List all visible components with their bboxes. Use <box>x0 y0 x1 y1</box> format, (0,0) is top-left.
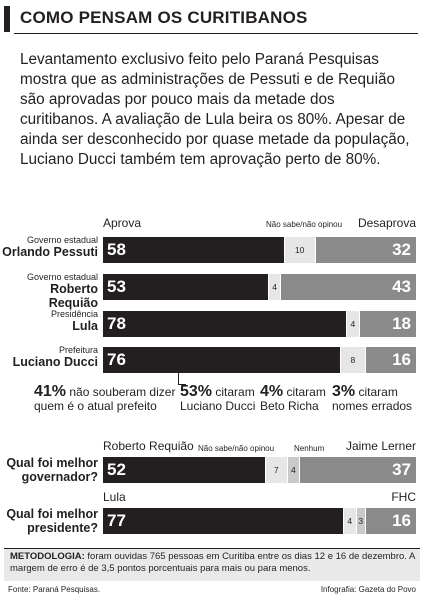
source: Fonte: Paraná Pesquisas. <box>8 585 101 594</box>
stat-4-pct: 4 <box>260 383 269 400</box>
stat-53-text1: citaram <box>215 385 255 399</box>
stat-41: 41% não souberam dizer quem é o atual pr… <box>34 383 176 414</box>
bar-approve-value: 78 <box>107 314 126 333</box>
unknown-header: Não sabe/não opinou <box>266 220 343 229</box>
bar-approve-value: 53 <box>107 277 126 296</box>
bar-disapprove-value: 32 <box>392 240 411 259</box>
row-label: Governo estadual Orlando Pessuti <box>2 235 98 259</box>
bar-segment: 52 <box>103 457 265 483</box>
methodology-box <box>4 548 420 581</box>
stat-53: 53% citaram Luciano Ducci <box>180 383 256 414</box>
bar-unknown: 4 <box>347 311 359 337</box>
bar-disapprove: 43 <box>281 274 416 300</box>
bar-segment-value: 16 <box>392 511 411 530</box>
header-accent-bar <box>4 6 10 32</box>
callout-line-h <box>178 384 186 385</box>
bar-segment: 4 <box>287 457 300 483</box>
row-label: Prefeitura Luciano Ducci <box>2 345 98 369</box>
stat-41-pct: 41 <box>34 383 52 400</box>
stat-3-pct: 3 <box>332 383 341 400</box>
gov-name-right: Jaime Lerner <box>345 439 416 453</box>
bar-unknown: 10 <box>284 237 315 263</box>
bar-disapprove: 32 <box>315 237 416 263</box>
row-label-name: Luciano Ducci <box>12 355 98 369</box>
bar-segment: 77 <box>103 508 343 534</box>
row-label-name: Orlando Pessuti <box>2 245 98 259</box>
bar-approve-value: 76 <box>107 350 126 369</box>
bar-disapprove: 18 <box>359 311 416 337</box>
methodology-body: foram ouvidas 765 pessoas em Curitiba en… <box>10 551 415 574</box>
bar-approve: 78 <box>103 311 347 337</box>
row-label-small: Governo estadual <box>26 272 98 282</box>
bar-unknown: 4 <box>268 274 281 300</box>
bar-disapprove-value: 18 <box>392 314 411 333</box>
bar-approve: 76 <box>103 347 340 373</box>
bar-disapprove: 16 <box>365 347 416 373</box>
disapprove-header: Desaprova <box>357 216 416 230</box>
gov-name-left: Roberto Requião <box>103 439 194 453</box>
bar-segment-value: 52 <box>107 460 126 479</box>
header-rule <box>14 33 418 34</box>
bar-segment: 7 <box>265 457 287 483</box>
bar-unknown: 8 <box>340 347 365 373</box>
credit: Infografia: Gazeta do Povo <box>320 585 416 594</box>
row-label-small: Prefeitura <box>58 345 98 355</box>
bar-segment-value: 37 <box>392 460 411 479</box>
stat-3: 3% citaram nomes errados <box>332 383 413 414</box>
stat-3-text2: nomes errados <box>332 399 413 413</box>
bar-approve: 53 <box>103 274 268 300</box>
methodology-label: METODOLOGIA: <box>10 551 85 562</box>
callout-line <box>178 371 179 385</box>
row-label: Presidência Lula <box>2 309 98 333</box>
stat-41-text2: quem é o atual prefeito <box>34 399 157 413</box>
gov-unknown-header: Não sabe/não opinou <box>198 444 275 453</box>
bar-approve-value: 58 <box>107 240 126 259</box>
row-label-name: Lula <box>72 319 98 333</box>
question-label: Qual foi melhor presidente? <box>6 507 98 535</box>
methodology-text: METODOLOGIA: foram ouvidas 765 pessoas e… <box>10 551 418 575</box>
pres-name-right: FHC <box>391 490 416 504</box>
page-title: COMO PENSAM OS CURITIBANOS <box>20 8 308 27</box>
bar-approve: 58 <box>103 237 284 263</box>
row-label-small: Presidência <box>50 309 98 319</box>
header: COMO PENSAM OS CURITIBANOS <box>0 0 424 36</box>
bar-disapprove-value: 43 <box>392 277 411 296</box>
bar-segment: 3 <box>356 508 365 534</box>
stat-4-text2: Beto Richa <box>260 399 319 413</box>
stat-41-text1: não souberam dizer <box>69 385 176 399</box>
stat-4: 4% citaram Beto Richa <box>260 383 326 414</box>
intro-paragraph: Levantamento exclusivo feito pelo Paraná… <box>20 51 410 168</box>
stat-3-text1: citaram <box>358 385 398 399</box>
row-label-name: Roberto Requião <box>48 282 98 310</box>
bar-disapprove-value: 16 <box>392 350 411 369</box>
gov-none-header: Nenhum <box>294 444 325 453</box>
stat-53-pct: 53 <box>180 383 198 400</box>
row-label-small: Governo estadual <box>26 235 98 245</box>
question-label: Qual foi melhor governador? <box>6 456 98 484</box>
bar-segment: 37 <box>300 457 416 483</box>
row-label: Governo estadual Roberto Requião <box>2 272 98 310</box>
approve-header: Aprova <box>103 216 142 230</box>
pres-name-left: Lula <box>103 490 126 504</box>
bar-segment: 16 <box>365 508 416 534</box>
bar-segment-value: 77 <box>107 511 126 530</box>
bar-segment: 4 <box>344 508 356 534</box>
stat-4-text1: citaram <box>286 385 326 399</box>
stat-53-text2: Luciano Ducci <box>180 399 256 413</box>
